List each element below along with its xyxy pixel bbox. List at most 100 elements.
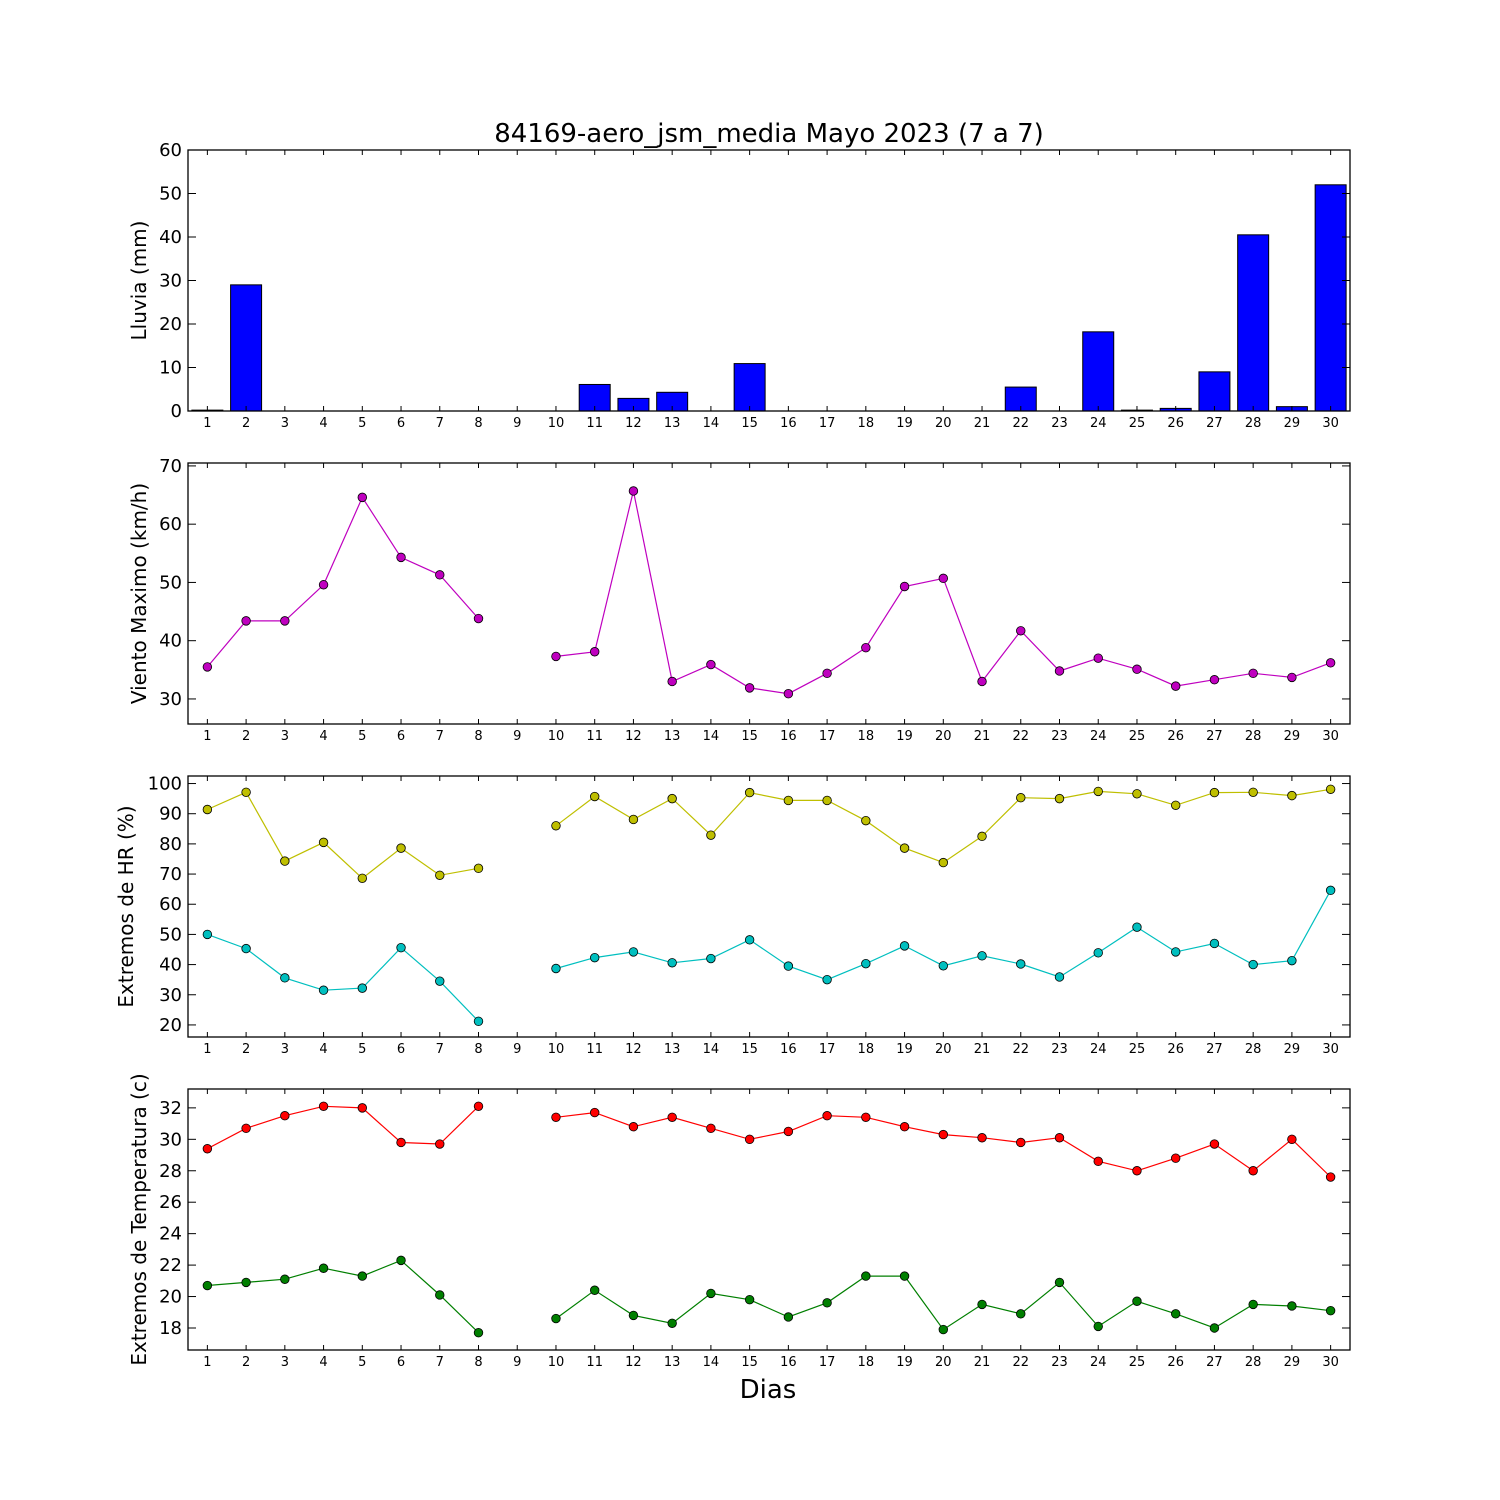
wind-y-tick-label-70: 70 [159,456,182,477]
temperature-series-1-point-day-3 [280,1274,290,1284]
temperature-series-0-point-day-22 [1016,1137,1026,1148]
humidity-series-1-point-day-3 [280,973,290,983]
humidity-x-tick-label-11: 11 [586,1042,603,1057]
wind-x-tick-label-8: 8 [474,729,482,744]
temperature-x-tick-label-3: 3 [281,1355,289,1370]
temperature-y-tick-label-30: 30 [159,1129,182,1150]
temperature-series-1-point-day-7 [435,1290,445,1300]
temperature-x-tick-label-10: 10 [548,1355,565,1370]
rain-y-tick-label-60: 60 [159,140,182,161]
wind-series-0-point-day-11 [590,647,600,657]
wind-x-tick-label-9: 9 [513,729,521,744]
wind-y-tick-label-50: 50 [159,572,182,593]
humidity-y-tick-label-50: 50 [159,924,182,945]
temperature-x-tick-label-1: 1 [203,1355,211,1370]
rain-y-tick-label-20: 20 [159,314,182,335]
temperature-series-1-point-day-16 [783,1312,794,1322]
humidity-series-0-point-day-1 [202,804,213,815]
humidity-x-tick-label-27: 27 [1206,1042,1223,1057]
temperature-series-1-point-day-20 [938,1324,949,1335]
rain-x-tick-label-16: 16 [780,416,797,431]
temperature-x-tick-label-12: 12 [625,1355,642,1370]
humidity-x-tick-label-20: 20 [935,1042,952,1057]
temperature-series-0-point-day-2 [241,1123,251,1134]
temperature-y-tick-label-18: 18 [159,1318,182,1339]
humidity-series-0-point-day-27 [1209,787,1220,798]
wind-x-tick-label-1: 1 [203,729,211,744]
humidity-panel: 1 2 3 4 5 6 7 8 9 10 11 12 13 14 15 16 17 18 19 20 21 22 23 24 2… [114,774,1351,1057]
wind-series-0-point-day-7 [435,570,445,580]
temperature-series-0-point-day-27 [1209,1139,1220,1149]
wind-x-tick-label-17: 17 [819,729,836,744]
temperature-series-0-point-day-13 [667,1112,677,1123]
temperature-x-tick-label-26: 26 [1167,1355,1184,1370]
x-axis-label: Dias [740,1375,797,1405]
rain-x-tick-label-1: 1 [203,416,211,431]
temperature-series-1-point-day-21 [977,1299,987,1310]
wind-x-tick-label-2: 2 [242,729,250,744]
wind-series-0-point-day-30 [1325,658,1336,668]
wind-series-0-point-day-27 [1209,675,1220,685]
rain-x-tick-label-7: 7 [436,416,444,431]
humidity-x-tick-label-29: 29 [1284,1042,1301,1057]
humidity-series-1-point-day-7 [435,976,445,986]
rain-y-tick-label-30: 30 [159,271,182,292]
humidity-series-0-point-day-25 [1132,789,1142,799]
rain-x-tick-label-14: 14 [703,416,720,431]
temperature-x-tick-label-27: 27 [1206,1355,1223,1370]
humidity-series-0-line-0 [207,791,479,880]
humidity-series-1-point-day-13 [667,958,677,968]
wind-x-tick-label-26: 26 [1167,729,1184,744]
rain-y-tick-label-50: 50 [159,184,182,205]
temperature-series-0-line-0 [207,1105,479,1150]
wind-panel: 1 2 3 4 5 6 7 8 9 10 11 12 13 14 15 16 17 18 19 20 21 22 23 24 2… [127,456,1351,744]
temperature-series-0-point-day-16 [783,1126,794,1137]
wind-axes-frame [187,462,1351,725]
wind-series-0-point-day-18 [861,642,871,653]
wind-x-tick-label-7: 7 [436,729,444,744]
temperature-x-tick-label-29: 29 [1284,1355,1301,1370]
humidity-x-tick-label-21: 21 [974,1042,991,1057]
humidity-series-1-point-day-6 [396,942,406,953]
humidity-series-1-point-day-17 [822,974,832,985]
humidity-y-tick-label-60: 60 [159,894,182,915]
temperature-series-0-point-day-24 [1093,1156,1103,1167]
temperature-axes-frame [187,1088,1351,1351]
humidity-series-1-point-day-18 [861,958,871,969]
humidity-series-1-point-day-30 [1325,885,1336,896]
humidity-series-1-line-0 [207,933,479,1022]
rain-x-tick-label-12: 12 [625,416,642,431]
temperature-series-0-point-day-28 [1248,1166,1258,1176]
rain-x-tick-label-21: 21 [974,416,991,431]
temperature-x-tick-label-25: 25 [1129,1355,1146,1370]
wind-series-0-point-day-13 [667,676,677,687]
rain-x-tick-label-25: 25 [1129,416,1146,431]
humidity-x-tick-label-1: 1 [203,1042,211,1057]
wind-y-tick-label-60: 60 [159,514,182,535]
wind-x-tick-label-16: 16 [780,729,797,744]
humidity-x-tick-label-3: 3 [281,1042,289,1057]
humidity-series-0-point-day-14 [706,830,716,840]
humidity-y-tick-label-80: 80 [159,834,182,855]
humidity-x-tick-label-17: 17 [819,1042,836,1057]
temperature-series-1-point-day-14 [706,1288,716,1299]
wind-series-0-point-day-19 [899,581,910,592]
wind-x-tick-label-19: 19 [896,729,913,744]
humidity-series-1-point-day-24 [1093,948,1103,958]
rain-bar-day-30 [1314,184,1347,412]
rain-x-tick-label-24: 24 [1090,416,1107,431]
humidity-x-tick-label-13: 13 [664,1042,681,1057]
temperature-series-1-point-day-25 [1132,1296,1142,1306]
humidity-series-1-point-day-21 [977,951,987,961]
rain-bar-day-24 [1082,331,1115,412]
wind-series-0-point-day-20 [938,573,949,584]
rain-x-tick-label-20: 20 [935,416,952,431]
wind-y-tick-label-30: 30 [159,689,182,710]
wind-series-0-point-day-3 [280,616,290,626]
temperature-x-tick-label-6: 6 [397,1355,405,1370]
humidity-series-1-point-day-26 [1170,947,1181,957]
temperature-series-1-point-day-27 [1209,1323,1220,1333]
wind-series-0-point-day-21 [977,676,987,687]
wind-x-tick-label-27: 27 [1206,729,1223,744]
humidity-x-tick-label-24: 24 [1090,1042,1107,1057]
